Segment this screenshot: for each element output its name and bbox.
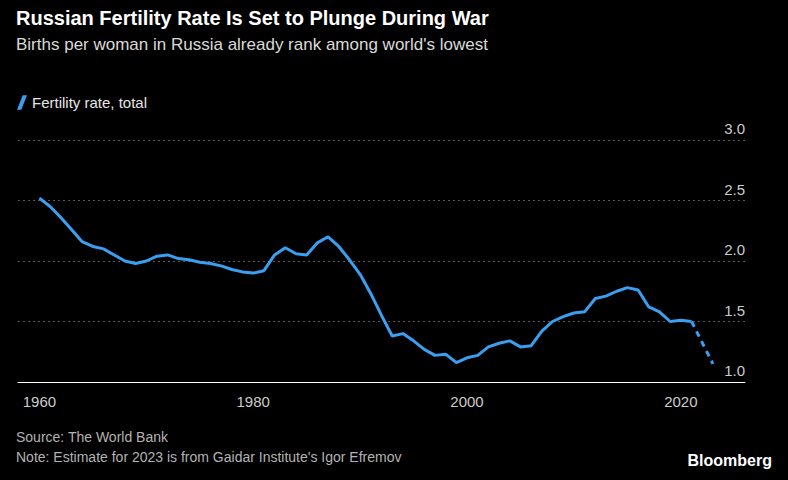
svg-text:3.0: 3.0 [724, 120, 745, 137]
svg-text:2020: 2020 [664, 393, 697, 410]
svg-text:Note: Estimate for 2023 is fro: Note: Estimate for 2023 is from Gaidar I… [16, 449, 402, 465]
svg-text:Fertility rate, total: Fertility rate, total [32, 94, 147, 111]
svg-text:Source: The World Bank: Source: The World Bank [16, 429, 169, 445]
svg-text:Bloomberg: Bloomberg [688, 452, 772, 469]
svg-text:1.5: 1.5 [724, 302, 745, 319]
svg-text:2.5: 2.5 [724, 181, 745, 198]
svg-text:Russian Fertility Rate Is Set: Russian Fertility Rate Is Set to Plunge … [16, 7, 489, 29]
svg-text:1960: 1960 [23, 393, 56, 410]
svg-text:1.0: 1.0 [724, 362, 745, 379]
svg-text:2.0: 2.0 [724, 241, 745, 258]
svg-text:2000: 2000 [450, 393, 483, 410]
svg-text:Births per woman in Russia alr: Births per woman in Russia already rank … [16, 35, 488, 54]
svg-text:1980: 1980 [237, 393, 270, 410]
